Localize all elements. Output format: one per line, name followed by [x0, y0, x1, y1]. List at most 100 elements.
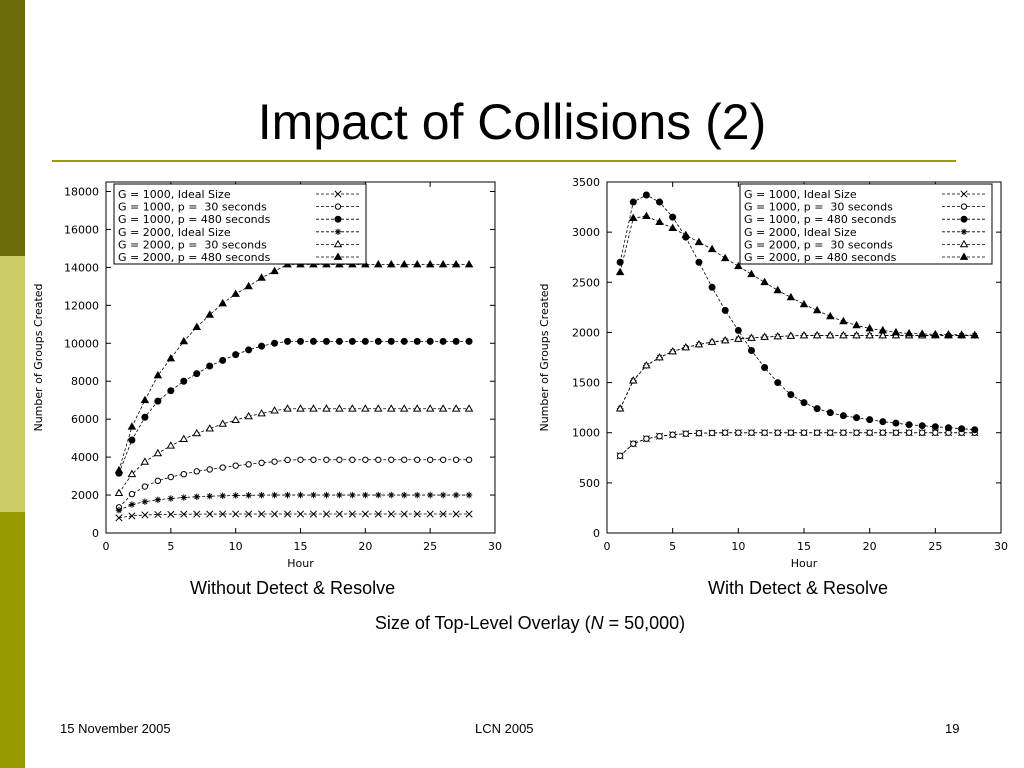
left-data-point [322, 337, 330, 345]
right-data-point [787, 429, 795, 436]
left-data-point [258, 342, 266, 350]
left-data-point [336, 456, 343, 463]
left-data-point [244, 411, 253, 420]
left-data-point [180, 470, 188, 478]
left-data-point [205, 424, 214, 432]
right-data-point [655, 352, 664, 361]
right-data-point [773, 331, 782, 340]
right-y-tick-label: 500 [579, 477, 600, 490]
left-series-3 [115, 337, 473, 477]
right-data-point [853, 414, 861, 422]
caption-overlay-size: Size of Top-Level Overlay (N = 50,000) [0, 612, 1024, 634]
right-data-point [865, 330, 874, 339]
right-data-point [866, 416, 874, 424]
left-data-point [245, 461, 252, 468]
right-data-point [799, 330, 809, 339]
right-data-point [669, 431, 676, 438]
right-data-point [866, 429, 873, 436]
right-data-point [774, 379, 782, 387]
left-x-tick-label: 25 [423, 540, 437, 553]
left-legend-label: G = 1000, p = 480 seconds [118, 213, 271, 226]
left-data-point [322, 404, 331, 412]
left-data-point [258, 491, 265, 499]
left-series-2 [115, 456, 473, 511]
left-data-point [257, 273, 266, 281]
right-data-point [695, 430, 703, 437]
left-data-point [141, 483, 149, 490]
right-data-point [812, 305, 822, 314]
right-data-point [735, 429, 742, 436]
right-data-point [905, 421, 913, 429]
left-data-point [257, 408, 266, 417]
left-data-point [309, 337, 317, 345]
left-data-point [375, 491, 382, 499]
left-data-point [400, 510, 408, 518]
chart-left-svg: 0 5 10 15 20 25 30 0 2000 4000 6000 8000 10000 12000 1… [32, 181, 502, 570]
left-legend-box [113, 183, 367, 265]
left-data-point [387, 337, 395, 345]
right-data-point [970, 330, 979, 339]
right-data-point [747, 346, 755, 354]
left-data-point [193, 510, 201, 518]
left-data-point [451, 404, 461, 412]
right-data-point [813, 405, 821, 413]
right-x-tick-label: 30 [994, 540, 1008, 553]
right-x-axis-label: Hour [791, 557, 818, 570]
right-data-point [681, 230, 691, 239]
left-data-point [115, 507, 123, 514]
right-data-point [708, 429, 716, 437]
left-data-point [283, 404, 292, 412]
right-data-point [694, 237, 704, 246]
left-data-point [401, 491, 408, 499]
caption-size-variable: N [590, 613, 604, 633]
left-x-tick-label: 15 [294, 540, 308, 553]
left-y-tick-label: 18000 [64, 185, 99, 198]
caption-without-detect-resolve: Without Detect & Resolve [190, 578, 396, 598]
left-y-tick-label: 8000 [71, 375, 99, 388]
right-legend-label: G = 2000, Ideal Size [744, 226, 857, 239]
right-data-point [681, 342, 691, 351]
left-data-point [232, 351, 240, 359]
left-data-point [206, 362, 214, 370]
left-legend-marker [334, 203, 342, 210]
left-data-point [127, 422, 137, 430]
left-data-point [310, 491, 317, 499]
left-y-axis-label: Number of Groups Created [32, 283, 45, 431]
left-data-point [154, 477, 162, 485]
left-data-point [452, 491, 460, 499]
left-data-point [141, 498, 149, 505]
left-data-point [167, 387, 175, 395]
right-data-point [708, 283, 716, 291]
left-data-point [244, 281, 253, 290]
left-series-4 [115, 491, 473, 514]
right-series-line [619, 215, 975, 336]
right-data-point [642, 361, 651, 369]
left-legend-marker [333, 252, 343, 260]
left-data-point [180, 510, 188, 518]
title-divider [52, 160, 956, 162]
left-data-point [426, 491, 434, 499]
right-y-tick-label: 1500 [572, 377, 600, 390]
left-data-point [141, 511, 149, 519]
left-x-tick-label: 30 [488, 540, 502, 553]
right-data-point [799, 299, 809, 308]
left-data-point [245, 510, 253, 518]
right-series-3 [616, 191, 979, 434]
right-data-point [616, 258, 624, 266]
left-data-point [193, 493, 200, 500]
left-data-point [258, 510, 266, 518]
right-data-point [656, 433, 663, 440]
right-data-point [773, 285, 782, 294]
right-data-point [905, 429, 913, 436]
left-y-tick-label: 12000 [64, 299, 99, 312]
left-data-point [361, 510, 369, 518]
left-data-point [348, 510, 356, 518]
left-data-point [283, 510, 292, 518]
left-data-point [245, 346, 253, 354]
left-data-point [271, 458, 278, 465]
left-data-point [400, 337, 408, 345]
right-data-point [774, 429, 781, 436]
left-data-point [375, 456, 382, 463]
